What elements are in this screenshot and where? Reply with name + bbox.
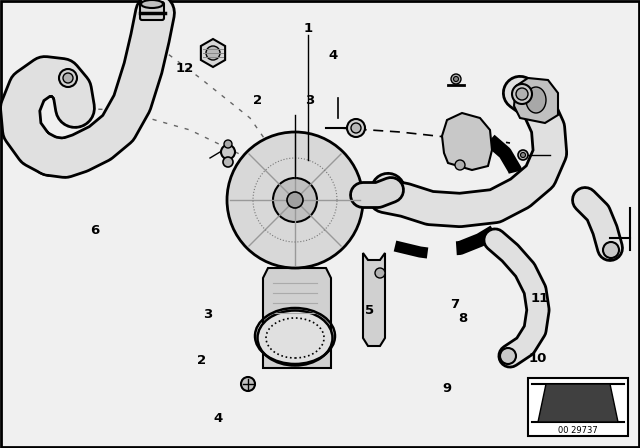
Circle shape (224, 140, 232, 148)
Polygon shape (363, 253, 385, 346)
Polygon shape (442, 113, 492, 170)
Ellipse shape (526, 87, 546, 113)
Text: 2: 2 (197, 353, 207, 366)
Circle shape (500, 348, 516, 364)
Polygon shape (514, 78, 558, 123)
Text: 4: 4 (328, 48, 338, 61)
Circle shape (347, 119, 365, 137)
Text: 2: 2 (253, 94, 262, 107)
Circle shape (518, 150, 528, 160)
Polygon shape (538, 384, 618, 422)
Circle shape (227, 132, 363, 268)
Text: 11: 11 (531, 292, 549, 305)
FancyBboxPatch shape (140, 2, 164, 20)
Text: 3: 3 (204, 309, 212, 322)
Circle shape (221, 145, 235, 159)
Circle shape (241, 377, 255, 391)
Polygon shape (201, 39, 225, 67)
Circle shape (520, 152, 525, 158)
Text: 12: 12 (176, 61, 194, 74)
Polygon shape (263, 268, 331, 368)
Text: 7: 7 (451, 298, 460, 311)
Circle shape (454, 77, 458, 82)
Circle shape (59, 69, 77, 87)
Circle shape (375, 268, 385, 278)
Text: 00 29737: 00 29737 (558, 426, 598, 435)
Text: 6: 6 (90, 224, 100, 237)
Text: 4: 4 (213, 412, 223, 425)
Circle shape (63, 73, 73, 83)
Circle shape (351, 123, 361, 133)
Circle shape (516, 88, 528, 100)
Circle shape (206, 46, 220, 60)
Ellipse shape (141, 0, 163, 8)
Text: 8: 8 (458, 311, 468, 324)
Ellipse shape (257, 310, 333, 366)
Text: 9: 9 (442, 382, 452, 395)
Circle shape (287, 192, 303, 208)
FancyBboxPatch shape (528, 378, 628, 436)
Text: 5: 5 (365, 303, 374, 316)
Circle shape (603, 242, 619, 258)
Text: 10: 10 (529, 352, 547, 365)
Text: 1: 1 (303, 22, 312, 34)
FancyBboxPatch shape (273, 268, 317, 323)
Circle shape (451, 74, 461, 84)
Text: 3: 3 (305, 94, 315, 107)
Circle shape (273, 178, 317, 222)
Circle shape (512, 84, 532, 104)
Circle shape (223, 157, 233, 167)
Circle shape (455, 160, 465, 170)
